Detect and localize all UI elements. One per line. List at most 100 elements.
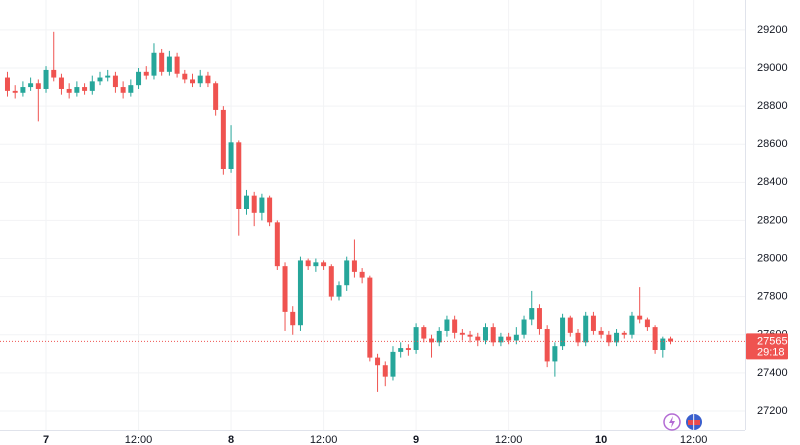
candle <box>259 193 265 221</box>
candle-body <box>552 346 558 362</box>
x-tick-label: 8 <box>228 434 234 445</box>
y-tick-label: 28600 <box>757 138 788 150</box>
candle-body <box>629 315 635 335</box>
candle-body <box>4 77 10 91</box>
candle-body <box>243 195 249 209</box>
candle-body <box>251 195 257 213</box>
candle-body <box>112 75 118 88</box>
candle <box>297 256 303 331</box>
candle <box>282 262 288 331</box>
candle-body <box>43 69 49 89</box>
candle <box>290 306 296 335</box>
candle-body <box>398 348 404 352</box>
candle <box>668 336 674 345</box>
candle <box>375 353 381 392</box>
candle-body <box>89 81 95 91</box>
candle-body <box>213 83 219 110</box>
candle-body <box>521 319 527 335</box>
candle <box>467 330 473 343</box>
candle-body <box>58 77 64 89</box>
candle-body <box>413 327 419 350</box>
candle <box>182 69 188 84</box>
candle <box>413 323 419 354</box>
candle-body <box>390 351 396 377</box>
candle-body <box>583 315 589 343</box>
candle <box>74 81 80 97</box>
candle <box>89 75 95 95</box>
candle <box>136 68 142 89</box>
candle-body <box>475 336 481 341</box>
candle-body <box>490 327 496 343</box>
candle-body <box>590 315 596 331</box>
candle <box>621 330 627 339</box>
last-price-box <box>746 333 788 360</box>
candle <box>359 268 365 284</box>
candle <box>452 315 458 339</box>
candle <box>482 323 488 345</box>
candle-body <box>82 87 88 91</box>
candle <box>20 81 26 97</box>
candle <box>28 77 34 91</box>
candle-body <box>344 260 350 286</box>
candle-body <box>375 357 381 366</box>
candle-body <box>482 327 488 341</box>
candle-body <box>444 319 450 331</box>
candle <box>174 52 180 78</box>
candle-body <box>105 75 111 78</box>
candle-body <box>560 317 566 347</box>
candle <box>228 125 234 173</box>
candle <box>128 79 134 97</box>
candle-body <box>159 52 165 72</box>
candle <box>313 258 319 272</box>
candle-body <box>35 83 41 89</box>
candle <box>382 361 388 387</box>
y-tick-label: 27200 <box>757 405 788 417</box>
candle-body <box>321 262 327 267</box>
candle <box>120 81 126 99</box>
candle-body <box>74 87 80 93</box>
candle <box>498 332 504 347</box>
candle <box>560 313 566 350</box>
candle-body <box>236 142 242 209</box>
candle-body <box>20 87 26 93</box>
candle <box>159 48 165 76</box>
candle-body <box>328 266 334 297</box>
candle <box>629 311 635 339</box>
candle-body <box>382 365 388 377</box>
candle <box>97 71 103 86</box>
candle <box>506 332 512 345</box>
y-tick-label: 28800 <box>757 100 788 112</box>
candle-body <box>367 277 373 358</box>
candle-body <box>120 87 126 93</box>
indicator-icons[interactable] <box>663 413 702 431</box>
candle-body <box>529 308 535 320</box>
candle-body <box>128 85 134 93</box>
candle-body <box>459 332 465 335</box>
candle <box>82 83 88 95</box>
candle-body <box>51 69 57 78</box>
candle-body <box>97 77 103 82</box>
candle <box>598 327 604 339</box>
candle <box>267 195 273 227</box>
candle-body <box>66 88 72 93</box>
x-tick-label: 9 <box>413 434 419 445</box>
candle-body <box>660 338 666 350</box>
flash-glyph <box>669 416 675 428</box>
candle <box>429 334 435 358</box>
candle-body <box>267 197 273 223</box>
candle-body <box>336 285 342 297</box>
candle-body <box>513 334 519 341</box>
candle <box>321 260 327 270</box>
y-tick-label: 27800 <box>757 291 788 303</box>
candle-body <box>452 319 458 333</box>
candle <box>151 43 157 80</box>
y-tick-label: 29000 <box>757 62 788 74</box>
candle-body <box>637 315 643 320</box>
candle <box>590 311 596 335</box>
candle <box>305 258 311 270</box>
candle <box>644 317 650 331</box>
last-price-label: 27565 <box>757 335 788 347</box>
candle-body <box>305 260 311 267</box>
candle-body <box>259 197 265 213</box>
candle <box>552 342 558 377</box>
